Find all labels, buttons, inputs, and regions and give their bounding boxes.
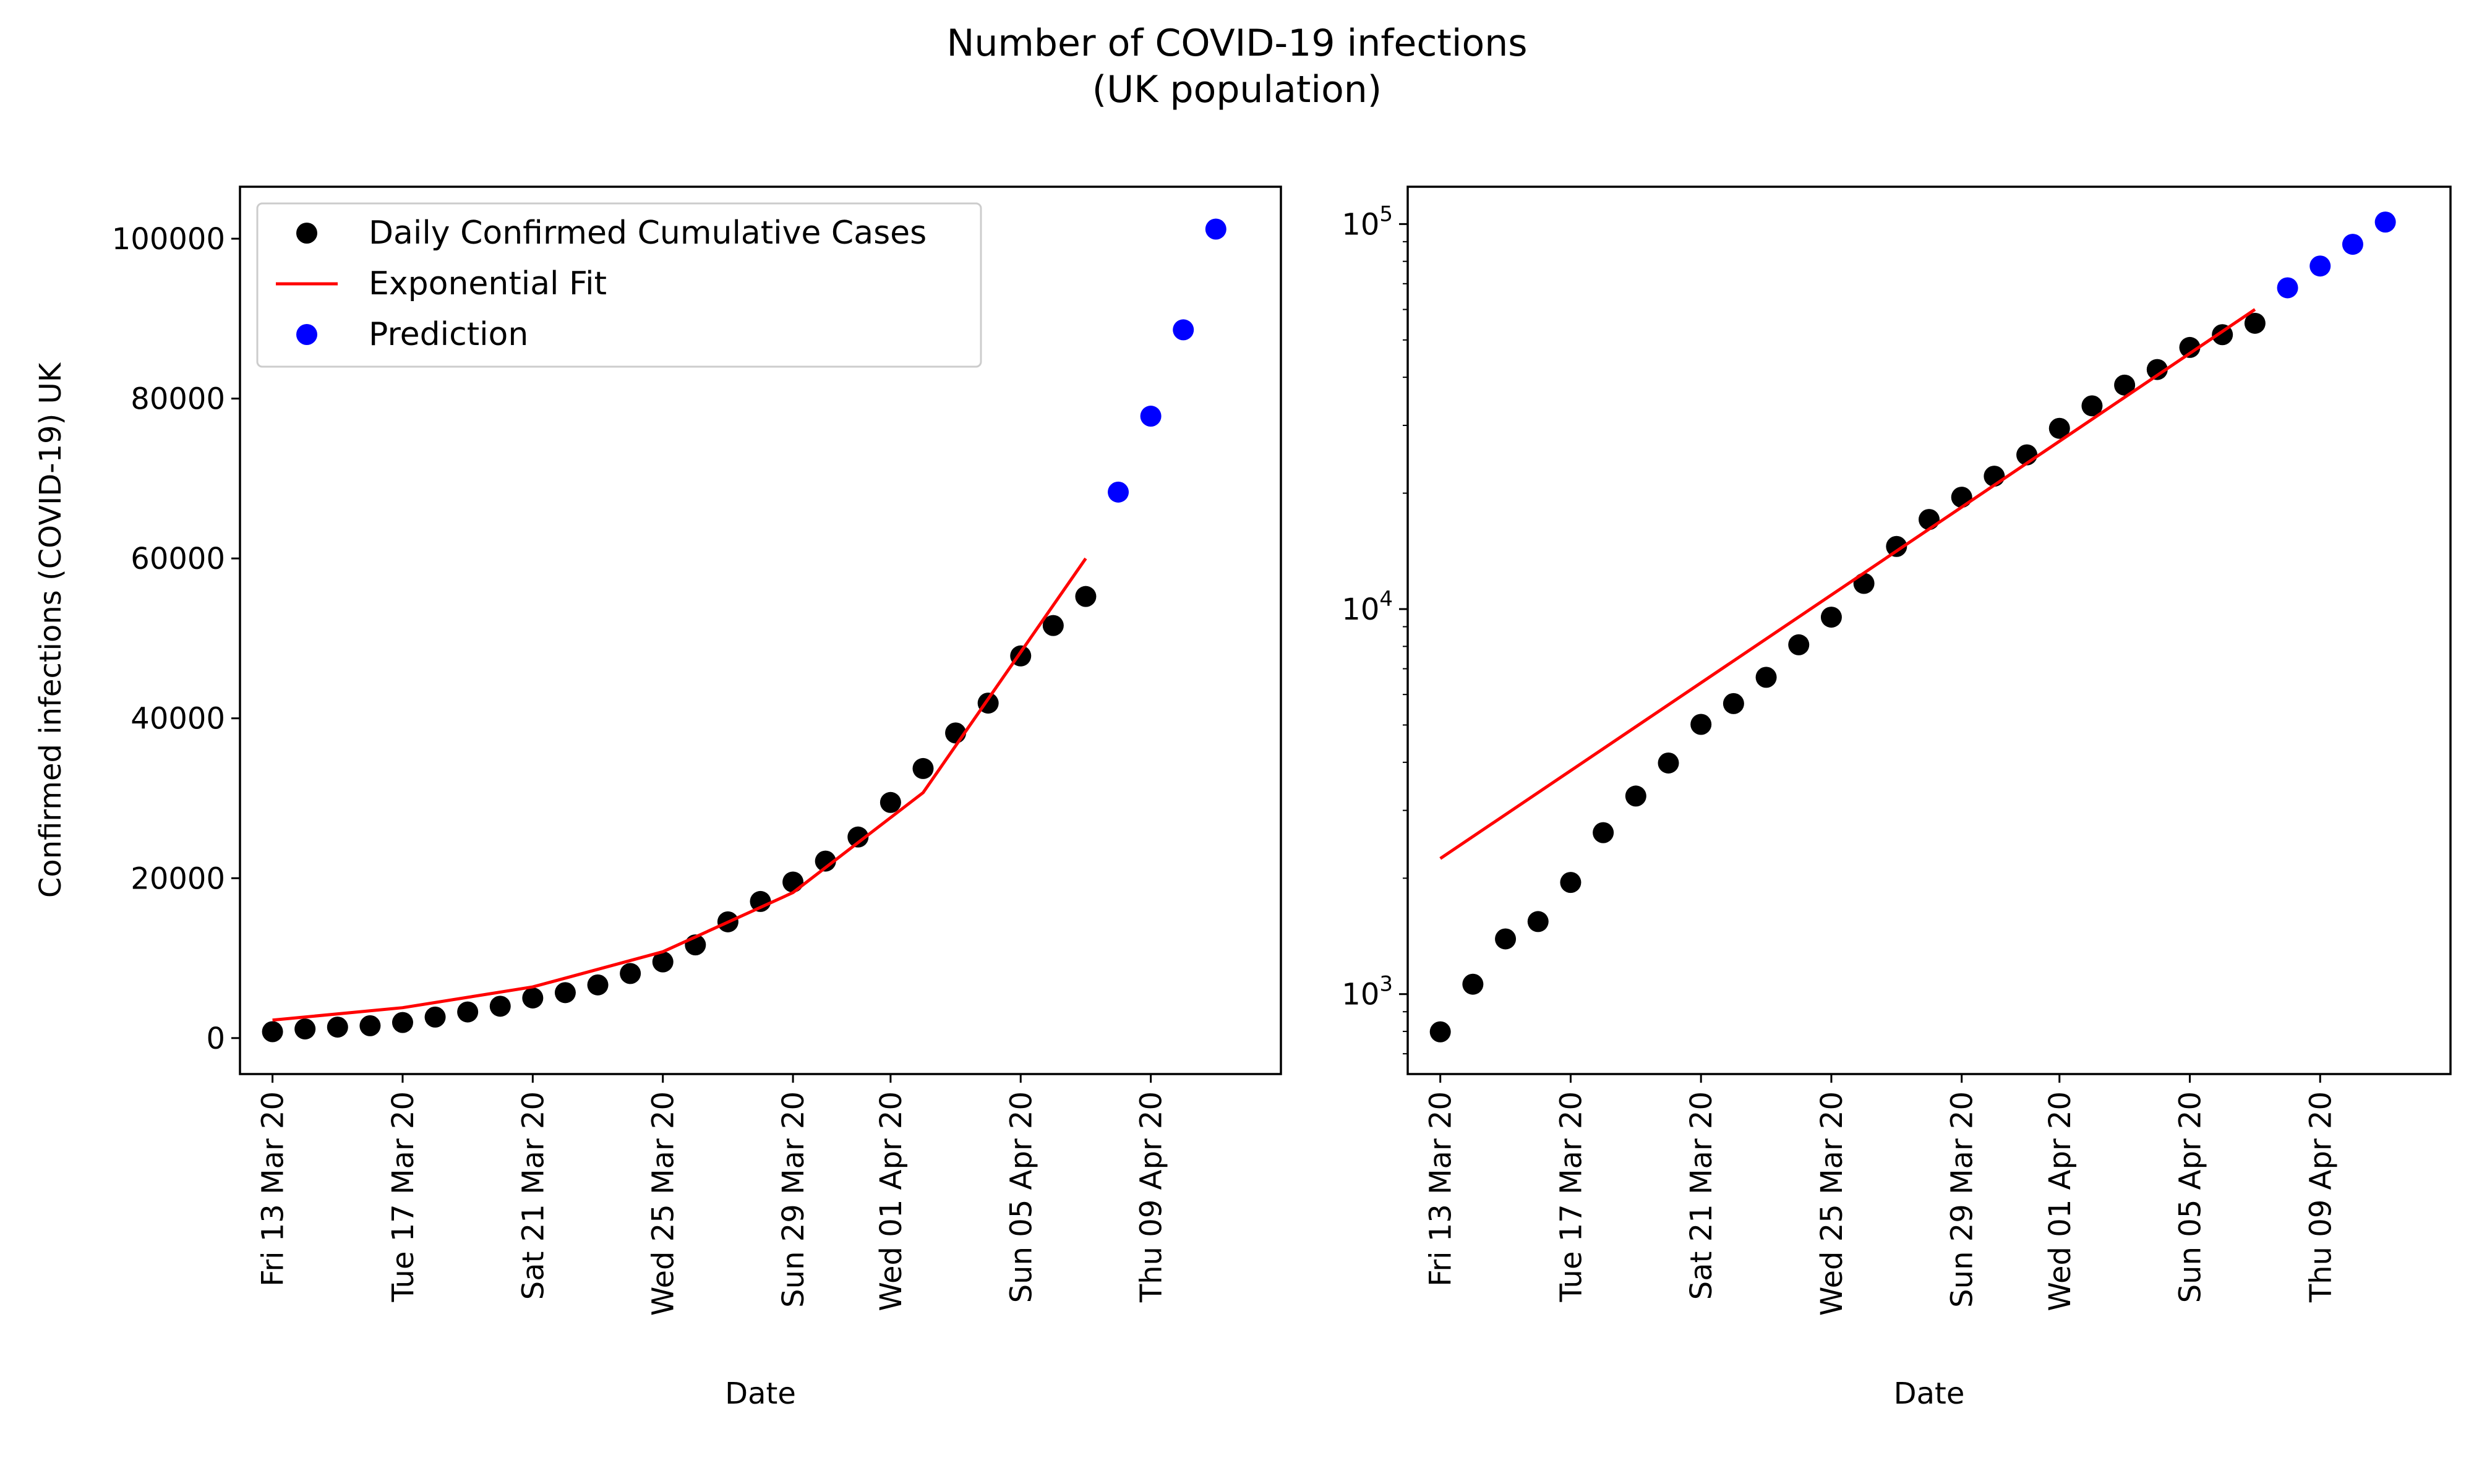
- data-point: [262, 1021, 283, 1043]
- data-point: [1462, 973, 1484, 995]
- data-point: [1042, 615, 1064, 636]
- legend-label: Prediction: [369, 316, 528, 353]
- y-tick-label: 40000: [131, 702, 225, 736]
- legend-box: [256, 202, 982, 368]
- y-tick-label: 80000: [131, 382, 225, 417]
- data-point: [652, 951, 674, 973]
- data-point: [2244, 312, 2266, 334]
- data-point: [1886, 535, 1907, 557]
- legend-marker-swatch: [296, 324, 317, 345]
- data-point: [522, 987, 544, 1009]
- x-tick-label: Sun 29 Mar 20: [1945, 1091, 1980, 1308]
- data-point: [587, 974, 609, 996]
- data-point: [2146, 359, 2168, 380]
- prediction-point: [1173, 319, 1194, 341]
- data-point: [327, 1017, 348, 1038]
- data-point: [1919, 509, 1940, 531]
- y-tick-label: 105: [1342, 202, 1393, 242]
- data-point: [489, 996, 511, 1017]
- x-axis-label: Date: [725, 1376, 796, 1411]
- prediction-point: [2342, 234, 2363, 255]
- data-point: [1853, 573, 1875, 594]
- y-tick-label: 104: [1342, 587, 1393, 627]
- data-point: [457, 1001, 479, 1023]
- data-point: [2081, 395, 2103, 417]
- data-point: [1560, 872, 1582, 893]
- data-point: [1723, 693, 1744, 714]
- x-tick-label: Wed 01 Apr 20: [2043, 1091, 2078, 1311]
- x-tick-label: Tue 17 Mar 20: [386, 1091, 421, 1302]
- data-point: [815, 850, 836, 872]
- legend-label: Daily Confirmed Cumulative Cases: [369, 215, 927, 252]
- data-point: [847, 826, 869, 848]
- plot-frame: [239, 186, 1282, 1075]
- x-tick-label: Sat 21 Mar 20: [516, 1091, 550, 1300]
- data-point: [1951, 487, 1972, 508]
- x-tick-label: Sun 05 Apr 20: [2173, 1091, 2208, 1303]
- data-point: [392, 1012, 413, 1033]
- data-point: [424, 1006, 446, 1028]
- data-point: [912, 757, 934, 779]
- fit-line: [1439, 308, 2256, 860]
- data-point: [294, 1018, 316, 1040]
- x-tick-label: Wed 25 Mar 20: [646, 1091, 681, 1316]
- figure-title: Number of COVID-19 infections: [947, 22, 1528, 65]
- legend-marker-swatch: [296, 223, 317, 244]
- x-tick-label: Wed 25 Mar 20: [1815, 1091, 1849, 1316]
- plot-frame: [1406, 186, 2452, 1075]
- prediction-point: [1205, 218, 1226, 240]
- x-tick-label: Wed 01 Apr 20: [874, 1091, 909, 1311]
- y-tick-label: 103: [1342, 972, 1393, 1012]
- data-point: [1755, 667, 1777, 688]
- data-point: [2048, 417, 2070, 439]
- data-point: [1658, 752, 1679, 774]
- x-tick-label: Tue 17 Mar 20: [1554, 1091, 1588, 1302]
- x-tick-label: Thu 09 Apr 20: [1134, 1091, 1169, 1303]
- x-axis-label: Date: [1894, 1376, 1965, 1411]
- y-tick-label: 0: [206, 1021, 225, 1056]
- x-tick-label: Sun 05 Apr 20: [1004, 1091, 1038, 1303]
- data-point: [1788, 634, 1810, 655]
- prediction-point: [2309, 255, 2331, 277]
- prediction-point: [1108, 481, 1129, 503]
- prediction-point: [2277, 277, 2298, 299]
- data-point: [554, 982, 576, 1004]
- panel-linear: Fri 13 Mar 20 Tue 17 Mar 20 Sat 21 Mar 20 W…: [33, 186, 1282, 1411]
- data-point: [1527, 911, 1549, 932]
- prediction-point: [2374, 211, 2396, 233]
- prediction-point: [1140, 406, 1162, 427]
- data-point: [1495, 928, 1517, 950]
- y-tick-label: 20000: [131, 861, 225, 896]
- data-point: [2114, 374, 2136, 396]
- data-point: [1075, 586, 1097, 607]
- panel-log: Fri 13 Mar 20 Tue 17 Mar 20 Sat 21 Mar 20 W…: [1342, 186, 2452, 1411]
- data-point: [1820, 607, 1842, 628]
- figure-subtitle: (UK population): [1092, 68, 1382, 111]
- data-point: [782, 871, 804, 893]
- x-tick-label: Sun 29 Mar 20: [776, 1091, 811, 1308]
- data-point: [1690, 714, 1712, 735]
- data-point: [359, 1015, 381, 1036]
- data-point: [1593, 822, 1614, 843]
- y-tick-label: 60000: [131, 542, 225, 576]
- x-tick-label: Fri 13 Mar 20: [1424, 1091, 1458, 1287]
- data-point: [620, 963, 641, 984]
- x-tick-label: Sat 21 Mar 20: [1684, 1091, 1719, 1300]
- data-point: [750, 890, 771, 912]
- legend-label: Exponential Fit: [369, 265, 607, 302]
- data-point: [1625, 785, 1646, 807]
- y-tick-label: 100000: [112, 222, 225, 257]
- data-point: [1429, 1021, 1451, 1043]
- data-point: [880, 791, 901, 813]
- fit-line: [272, 557, 1087, 1022]
- data-point: [2179, 336, 2201, 358]
- y-axis-label: Confirmed infections (COVID-19) UK: [33, 362, 68, 898]
- x-tick-label: Fri 13 Mar 20: [256, 1091, 291, 1287]
- x-tick-label: Thu 09 Apr 20: [2303, 1091, 2338, 1303]
